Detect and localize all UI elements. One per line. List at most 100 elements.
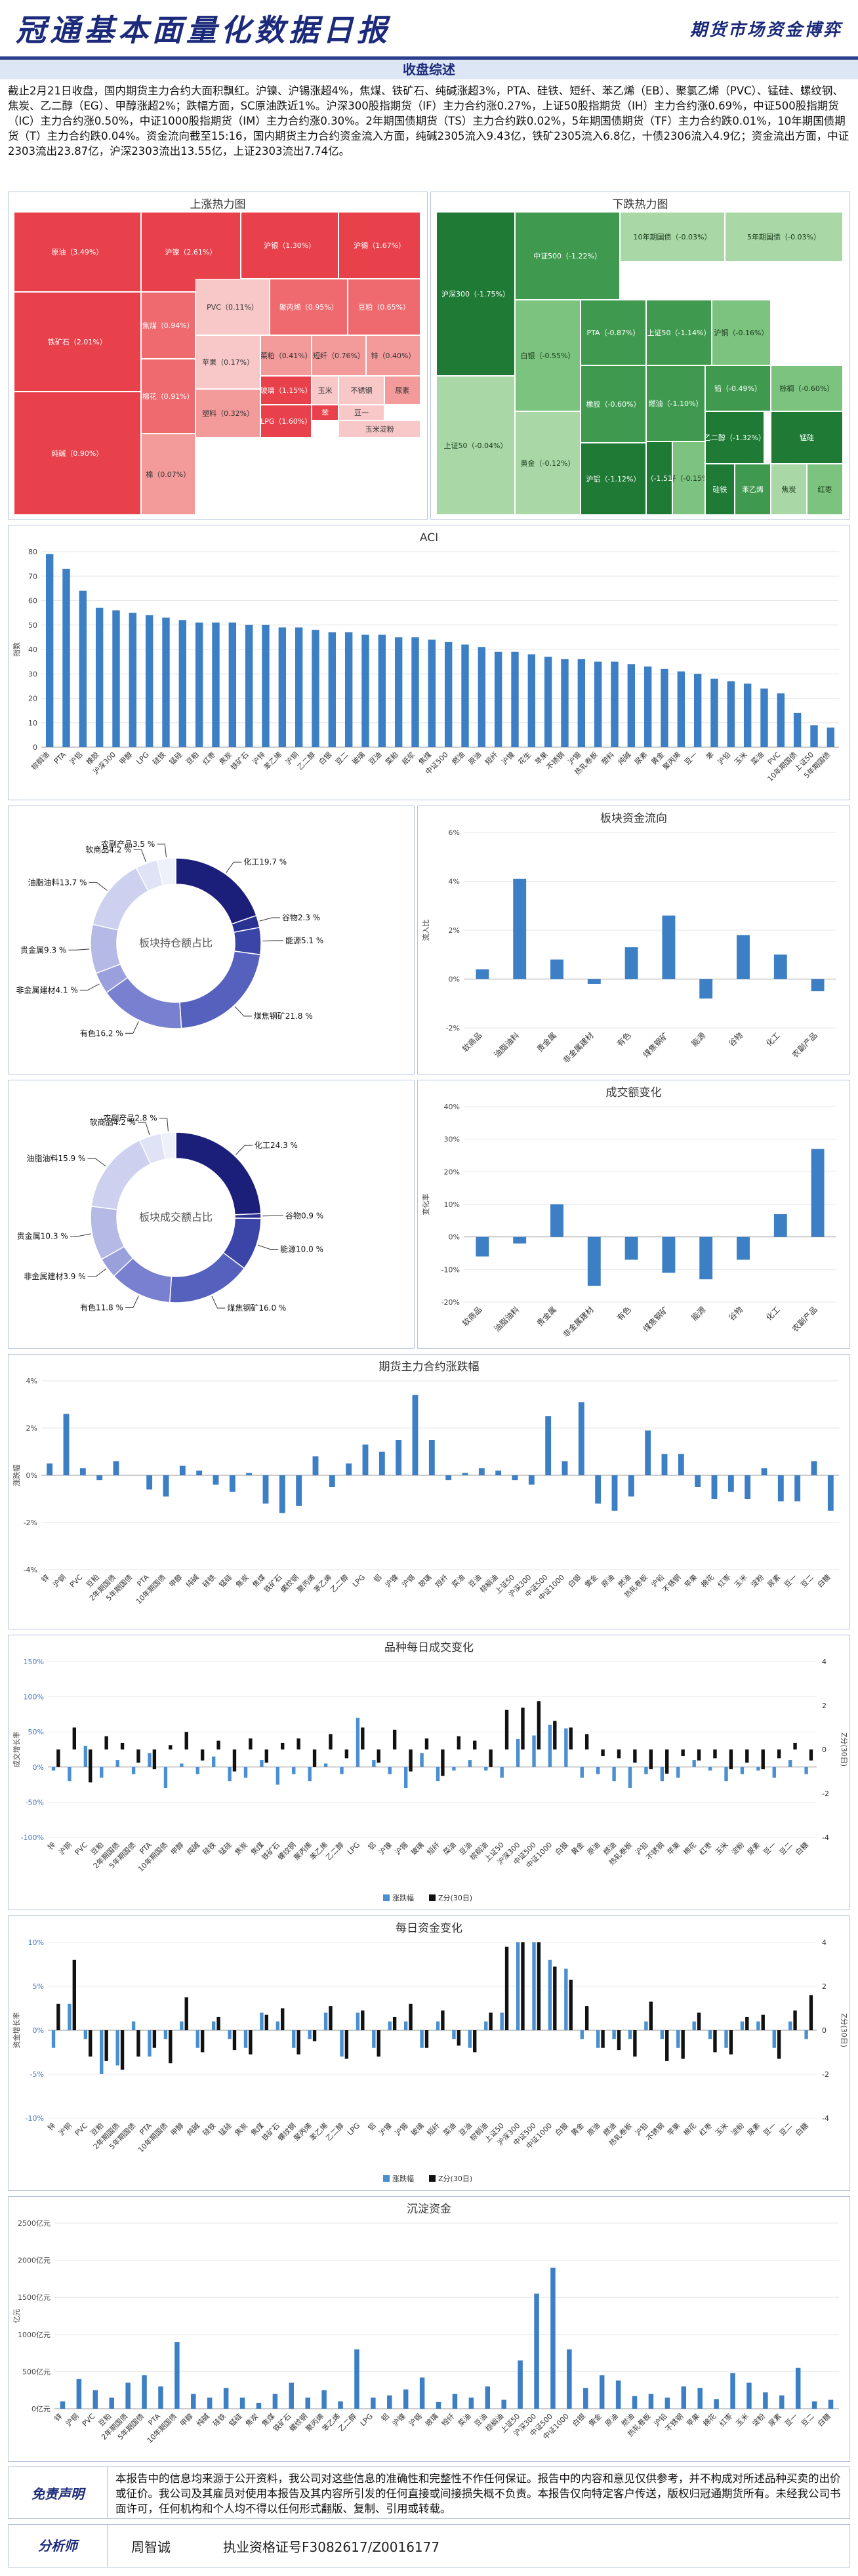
x-tick-label: 锌 <box>39 1572 51 1584</box>
bar-series-1 <box>804 2030 808 2039</box>
bar <box>727 681 735 747</box>
x-tick-label: 黄金 <box>569 1840 586 1856</box>
x-tick-label: 铁矿石 <box>229 750 251 772</box>
bar-series-1 <box>212 1756 216 1767</box>
heatmap-cell: 10年期国债（-0.03%） <box>620 212 725 262</box>
bar <box>246 1473 253 1475</box>
bar-series-2 <box>329 1734 333 1749</box>
bar-series-1 <box>676 1767 680 1778</box>
bar-series-2 <box>424 2030 429 2048</box>
x-tick-label: 纯碱 <box>195 2412 211 2428</box>
pie-volume-panel: 化工24.3 % 谷物0.9 % 能源10.0 % 煤焦钢矿16.0 % 有色11.8 … <box>8 1080 415 1349</box>
y-tick-label: -20% <box>441 1298 460 1307</box>
x-tick-label: 花生 <box>516 750 533 766</box>
x-tick-label: 棉花 <box>701 2411 718 2428</box>
bar-series-1 <box>372 2030 376 2048</box>
bar-series-1 <box>692 2021 696 2030</box>
x-tick-label: 沪锡 <box>400 1572 417 1589</box>
bar-series-2 <box>521 1942 525 2030</box>
pie-leader-line <box>235 1145 253 1155</box>
bar <box>328 632 337 747</box>
y-axis-label: 涨跌幅 <box>12 1465 21 1486</box>
bar <box>468 2398 474 2409</box>
y-tick-label-left: -100% <box>21 1833 44 1842</box>
bar-series-1 <box>420 1753 424 1767</box>
analyst-name: 周智诚 <box>131 2539 171 2555</box>
bar-series-2 <box>169 2030 173 2064</box>
bar-series-2 <box>761 1749 765 1770</box>
heatmap-cell: 纯碱（0.90%） <box>14 392 141 515</box>
bar-series-2 <box>793 2010 797 2030</box>
bar-series-1 <box>436 2021 440 2030</box>
heatmap-cell: 上证50（-1.14%） <box>646 300 712 365</box>
x-tick-label: 不锈钢 <box>545 750 567 772</box>
bar <box>615 2380 621 2409</box>
x-tick-label: 原油 <box>585 2121 602 2137</box>
x-tick-label: 棉花 <box>682 2121 698 2137</box>
bar <box>96 1475 103 1481</box>
x-tick-label: 玉米 <box>733 1573 749 1589</box>
heatmap-cell: 硅铁 <box>705 464 735 515</box>
y-tick-label-left: -50% <box>26 1798 44 1807</box>
bar-series-1 <box>51 1767 56 1771</box>
bar-series-1 <box>772 1767 776 1778</box>
disclaimer-text: 本报告中的信息均来源于公开资料，我公司对这些信息的准确性和完整性不作任何保证。报… <box>115 2472 841 2515</box>
heatmap-cell: 豆粕（0.65%） <box>348 279 420 335</box>
bar <box>811 1149 825 1237</box>
bar-series-2 <box>361 2010 365 2030</box>
bar <box>146 1475 153 1490</box>
bar-series-1 <box>484 1767 488 1771</box>
legend-label-2: Z分(30日) <box>438 1894 472 1902</box>
pie-leader-line <box>257 1244 279 1250</box>
y-tick-label: 4% <box>26 1377 37 1385</box>
bar-series-2 <box>777 1749 781 1759</box>
heatmap-cell: 苯乙烯 <box>735 464 771 515</box>
bar-series-1 <box>115 2030 119 2066</box>
daily-volume-chart: 品种每日成交变化 -100% -50% 0% 50% 100% 150% -4 -2 0 2 4 成交增… <box>12 1641 848 1902</box>
x-tick-label: 白糖 <box>793 2121 809 2137</box>
bar-series-2 <box>216 1740 220 1749</box>
bar <box>223 2388 229 2409</box>
summary-title: 收盘综述 <box>0 60 858 79</box>
x-tick-label: LPG <box>346 2121 361 2137</box>
x-tick-label: 菜油 <box>456 2411 472 2428</box>
bar-series-2 <box>553 1966 557 2030</box>
y-tick-label-left: 50% <box>28 1728 44 1736</box>
bar <box>279 1475 285 1513</box>
report-title: 冠通基本面量化数据日报 <box>16 12 391 48</box>
bar-series-2 <box>521 1707 525 1749</box>
bar-series-2 <box>441 1749 445 1776</box>
x-tick-label: 焦炭 <box>234 1841 250 1857</box>
bar-series-1 <box>163 2030 168 2039</box>
bar-series-2 <box>152 2030 157 2048</box>
x-tick-label: 乙二醇 <box>295 750 317 771</box>
bar-series-1 <box>468 2030 472 2048</box>
bar <box>518 2360 523 2409</box>
analyst-cert: 执业资格证号F3082617/Z0016177 <box>223 2539 440 2555</box>
bar-series-2 <box>617 2030 621 2051</box>
bar <box>624 947 638 979</box>
x-tick-label: 乙二醇 <box>337 2411 358 2433</box>
bar <box>411 637 419 747</box>
x-tick-label: 豆一 <box>762 1841 778 1857</box>
bar-series-2 <box>120 1742 125 1749</box>
x-tick-label: 10年期国债 <box>136 1840 169 1873</box>
bar-series-2 <box>489 1749 493 1767</box>
bar-series-2 <box>569 1979 573 2030</box>
bar-series-1 <box>388 1767 392 1774</box>
bar-series-1 <box>148 1753 152 1767</box>
y-tick-label: 0% <box>449 975 460 984</box>
heatmap-cell: 白银（-0.55%） <box>515 300 581 411</box>
x-tick-label: 豆二 <box>778 1841 794 1857</box>
bar <box>513 878 527 979</box>
bar <box>777 1475 784 1502</box>
x-tick-label: 锌 <box>52 2411 64 2423</box>
x-tick-label: 红枣 <box>698 1841 714 1857</box>
heatmap-cell: 沪银（1.30%） <box>240 212 339 279</box>
pie-leader-line <box>157 844 167 857</box>
bar-series-2 <box>697 1749 701 1761</box>
x-tick-label: 贵金属 <box>535 1305 558 1328</box>
bar <box>129 613 137 747</box>
bar-series-2 <box>329 2006 333 2030</box>
